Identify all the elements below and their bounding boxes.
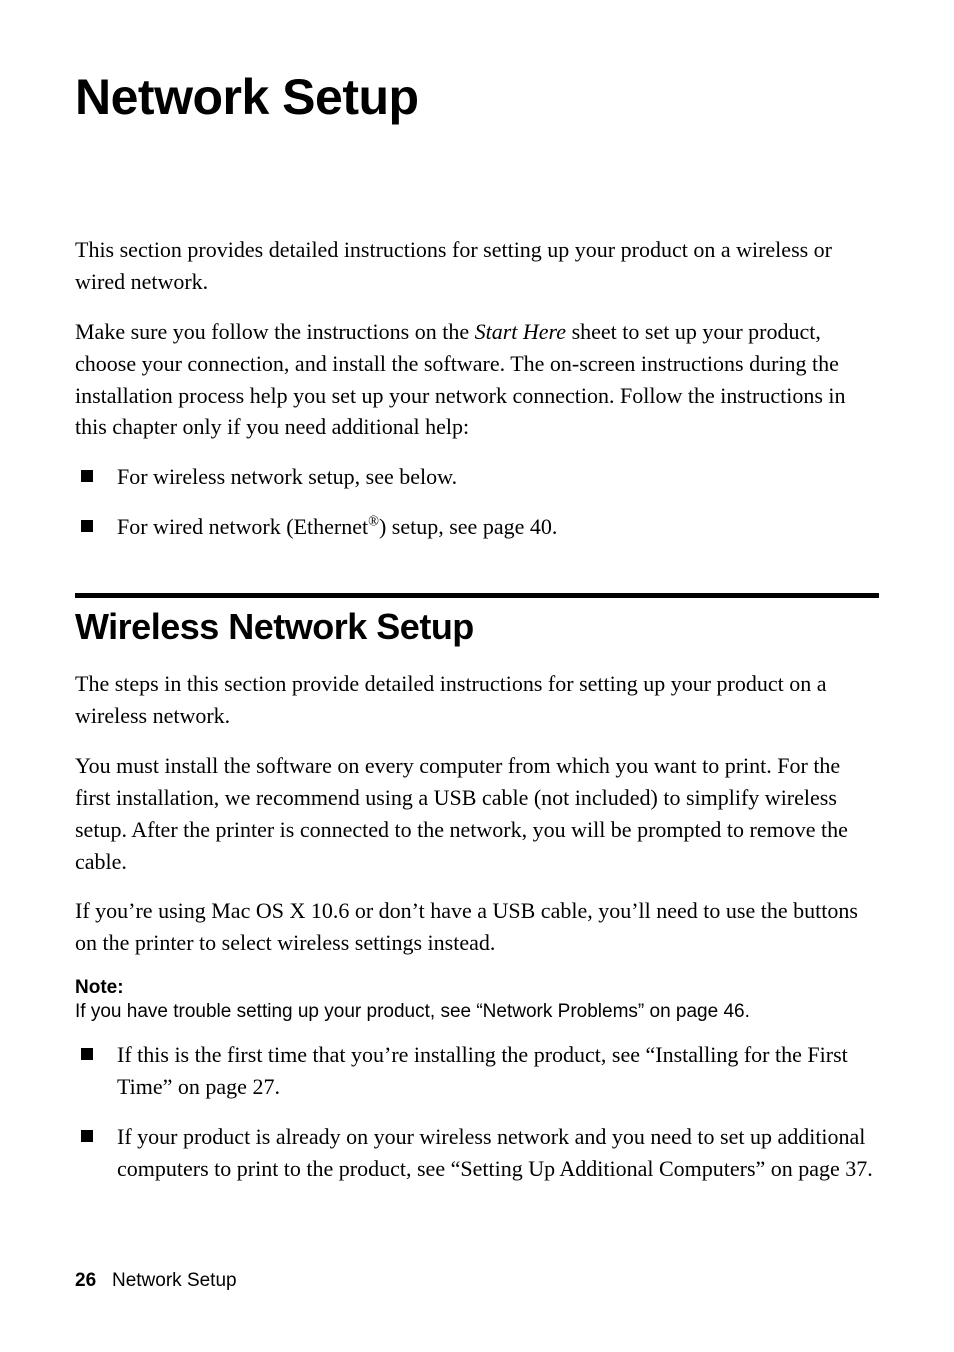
wireless-paragraph-2: You must install the software on every c… [75, 750, 879, 878]
bullet-wired-post: ) setup, see page 40. [379, 514, 557, 539]
bullet-additional-computers: If your product is already on your wirel… [75, 1121, 879, 1185]
start-here-emphasis: Start Here [475, 319, 566, 344]
wireless-bullet-list: If this is the first time that you’re in… [75, 1039, 879, 1185]
wireless-paragraph-3: If you’re using Mac OS X 10.6 or don’t h… [75, 895, 879, 959]
section-divider [75, 593, 879, 598]
section-title-wireless: Wireless Network Setup [75, 606, 879, 648]
page-footer: 26 Network Setup [75, 1270, 237, 1292]
note-label: Note: [75, 977, 879, 999]
registered-symbol: ® [368, 514, 379, 530]
intro-bullet-list: For wireless network setup, see below. F… [75, 461, 879, 543]
intro-paragraph-1: This section provides detailed instructi… [75, 234, 879, 298]
page-number: 26 [75, 1270, 96, 1291]
bullet-wired-pre: For wired network (Ethernet [117, 514, 368, 539]
bullet-wireless-setup: For wireless network setup, see below. [75, 461, 879, 493]
bullet-wired-setup: For wired network (Ethernet®) setup, see… [75, 511, 879, 543]
page-title: Network Setup [75, 68, 879, 126]
intro-p2-pre: Make sure you follow the instructions on… [75, 319, 475, 344]
intro-paragraph-2: Make sure you follow the instructions on… [75, 316, 879, 444]
footer-label: Network Setup [112, 1270, 237, 1291]
note-text: If you have trouble setting up your prod… [75, 1001, 879, 1023]
bullet-first-time-install: If this is the first time that you’re in… [75, 1039, 879, 1103]
wireless-paragraph-1: The steps in this section provide detail… [75, 668, 879, 732]
